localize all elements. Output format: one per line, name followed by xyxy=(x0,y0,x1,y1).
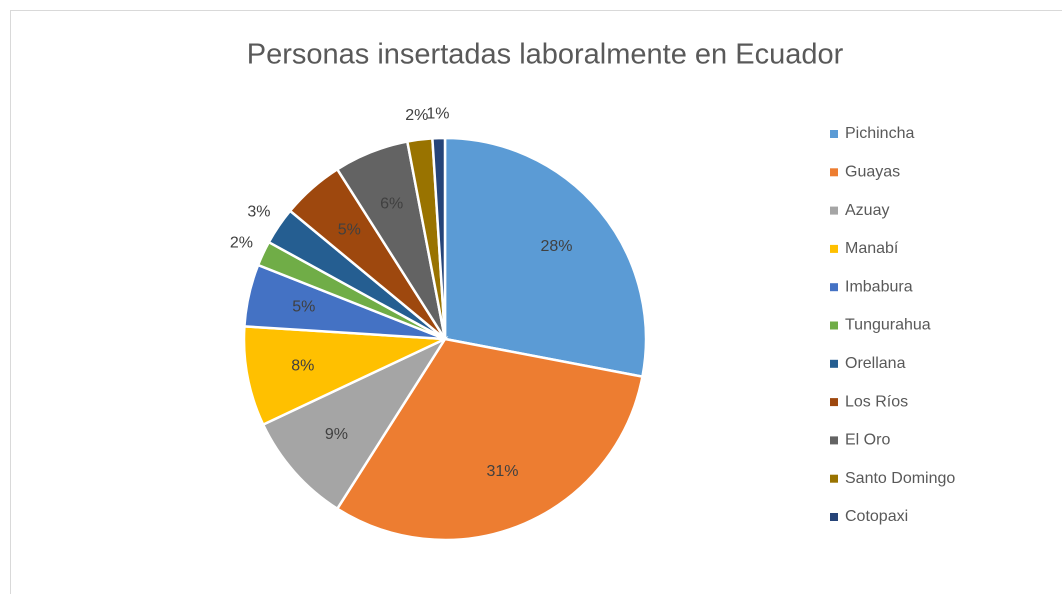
legend-label: Imbabura xyxy=(845,278,913,295)
data-label: 5% xyxy=(292,299,315,316)
legend-label: Pichincha xyxy=(845,125,914,142)
legend-swatch xyxy=(830,168,838,177)
pie-slice xyxy=(261,336,449,511)
legend-label: Azuay xyxy=(845,202,889,219)
legend-label: Manabí xyxy=(845,240,899,257)
legend-swatch xyxy=(830,513,838,521)
legend-label: Guayas xyxy=(845,164,900,181)
legend-label: Los Ríos xyxy=(845,393,908,410)
data-label: 5% xyxy=(338,222,361,239)
pie-slice xyxy=(431,136,447,340)
data-label: 9% xyxy=(325,426,348,443)
chart-border xyxy=(10,10,1062,594)
data-label: 8% xyxy=(291,357,314,374)
legend-swatch xyxy=(830,244,838,253)
legend-swatch xyxy=(830,436,838,445)
data-label: 31% xyxy=(486,463,518,480)
legend-swatch xyxy=(830,359,838,368)
legend-label: Tungurahua xyxy=(845,317,931,334)
pie-slice xyxy=(242,325,446,427)
legend-swatch xyxy=(830,206,838,215)
legend-swatch xyxy=(830,474,838,483)
legend-swatch xyxy=(830,283,838,292)
legend-label: Orellana xyxy=(845,355,906,372)
data-label: 2% xyxy=(405,107,428,124)
data-label: 28% xyxy=(540,238,572,255)
legend-swatch xyxy=(830,321,838,330)
chart-title: Personas insertadas laboralmente en Ecua… xyxy=(247,39,844,71)
legend-label: El Oro xyxy=(845,432,890,449)
legend-swatch xyxy=(830,398,838,407)
data-label: 2% xyxy=(230,234,253,251)
data-label: 3% xyxy=(247,204,270,221)
legend-label: Santo Domingo xyxy=(845,470,955,487)
data-label: 6% xyxy=(380,196,403,213)
legend-swatch xyxy=(830,130,838,138)
pie-slice xyxy=(443,136,648,379)
data-label: 1% xyxy=(426,105,449,122)
legend-label: Cotopaxi xyxy=(845,508,908,525)
